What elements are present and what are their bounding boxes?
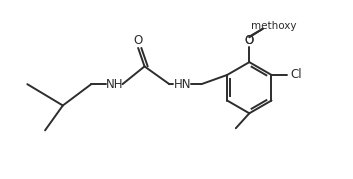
Text: methoxy: methoxy [251, 21, 297, 31]
Text: NH: NH [106, 78, 123, 91]
Text: O: O [133, 34, 142, 47]
Text: Cl: Cl [290, 68, 302, 81]
Text: O: O [245, 34, 254, 47]
Text: O: O [245, 34, 254, 47]
Text: HN: HN [174, 78, 191, 91]
